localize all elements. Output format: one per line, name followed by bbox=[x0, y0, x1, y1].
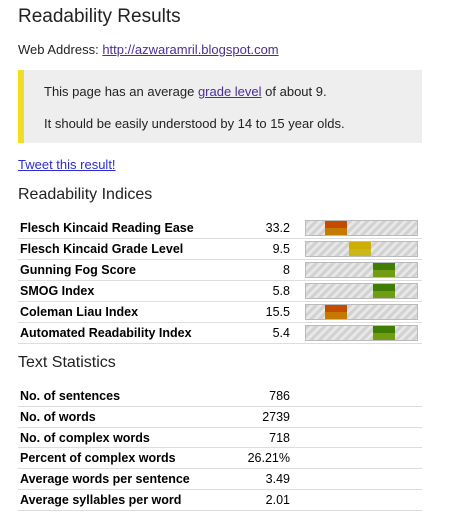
statistic-value: 718 bbox=[269, 430, 290, 445]
tweet-result-link[interactable]: Tweet this result! bbox=[18, 157, 116, 172]
index-row: Coleman Liau Index 15.5 bbox=[18, 302, 422, 323]
index-level-bar bbox=[305, 283, 418, 299]
index-name: Gunning Fog Score bbox=[20, 263, 136, 277]
index-value: 9.5 bbox=[272, 242, 290, 256]
text-statistics-heading: Text Statistics bbox=[18, 354, 116, 371]
statistic-value: 2.01 bbox=[265, 492, 290, 507]
index-value: 15.5 bbox=[265, 305, 290, 319]
index-level-marker bbox=[373, 326, 395, 340]
page-title: Readability Results bbox=[18, 6, 181, 27]
index-value: 5.4 bbox=[272, 326, 290, 340]
index-level-bar bbox=[305, 262, 418, 278]
index-row: Flesch Kincaid Reading Ease 33.2 bbox=[18, 218, 422, 239]
index-name: Flesch Kincaid Grade Level bbox=[20, 242, 184, 256]
index-level-marker bbox=[373, 263, 395, 277]
statistic-row: Average syllables per word 2.01 bbox=[18, 490, 422, 511]
index-level-bar bbox=[305, 220, 418, 236]
index-row: Flesch Kincaid Grade Level 9.5 bbox=[18, 239, 422, 260]
index-row: Gunning Fog Score 8 bbox=[18, 260, 422, 281]
index-value: 8 bbox=[283, 263, 290, 277]
statistic-name: Average words per sentence bbox=[20, 472, 190, 487]
index-value: 33.2 bbox=[265, 221, 290, 235]
web-address-link[interactable]: http://azwaramril.blogspot.com bbox=[102, 42, 279, 57]
index-name: Flesch Kincaid Reading Ease bbox=[20, 221, 194, 235]
statistic-name: Average syllables per word bbox=[20, 492, 182, 507]
statistic-name: Percent of complex words bbox=[20, 451, 176, 466]
readability-indices-heading: Readability Indices bbox=[18, 186, 153, 203]
index-level-bar bbox=[305, 325, 418, 341]
statistic-value: 3.49 bbox=[265, 472, 290, 487]
index-level-marker bbox=[325, 305, 347, 319]
statistic-row: No. of complex words 718 bbox=[18, 428, 422, 449]
summary-line-1-suffix: of about 9. bbox=[261, 84, 327, 99]
statistic-name: No. of words bbox=[20, 409, 96, 424]
index-level-bar bbox=[305, 304, 418, 320]
readability-indices-table: Flesch Kincaid Reading Ease 33.2 Flesch … bbox=[18, 218, 422, 344]
index-level-bar bbox=[305, 241, 418, 257]
web-address: Web Address: http://azwaramril.blogspot.… bbox=[18, 42, 279, 57]
index-name: Automated Readability Index bbox=[20, 326, 192, 340]
statistic-row: No. of sentences 786 bbox=[18, 386, 422, 407]
statistic-value: 26.21% bbox=[247, 451, 290, 466]
index-level-marker bbox=[325, 221, 347, 235]
index-level-marker bbox=[373, 284, 395, 298]
statistic-row: Average words per sentence 3.49 bbox=[18, 469, 422, 490]
index-level-marker bbox=[349, 242, 371, 256]
statistic-row: Percent of complex words 26.21% bbox=[18, 448, 422, 470]
statistic-name: No. of sentences bbox=[20, 389, 121, 403]
index-value: 5.8 bbox=[272, 284, 290, 298]
statistic-value: 786 bbox=[269, 389, 290, 403]
grade-level-link[interactable]: grade level bbox=[197, 84, 262, 99]
summary-line-1: This page has an average grade level of … bbox=[44, 84, 327, 99]
index-row: Automated Readability Index 5.4 bbox=[18, 323, 422, 344]
statistic-row: No. of words 2739 bbox=[18, 407, 422, 428]
web-address-label: Web Address: bbox=[18, 42, 99, 57]
statistic-value: 2739 bbox=[262, 409, 290, 424]
summary-box: This page has an average grade level of … bbox=[18, 70, 422, 143]
index-name: Coleman Liau Index bbox=[20, 305, 139, 319]
summary-line-2: It should be easily understood by 14 to … bbox=[44, 116, 345, 131]
text-statistics-table: No. of sentences 786 No. of words 2739 N… bbox=[18, 386, 422, 511]
statistic-name: No. of complex words bbox=[20, 430, 150, 445]
index-row: SMOG Index 5.8 bbox=[18, 281, 422, 302]
index-name: SMOG Index bbox=[20, 284, 95, 298]
summary-line-1-prefix: This page has an average bbox=[44, 84, 198, 99]
